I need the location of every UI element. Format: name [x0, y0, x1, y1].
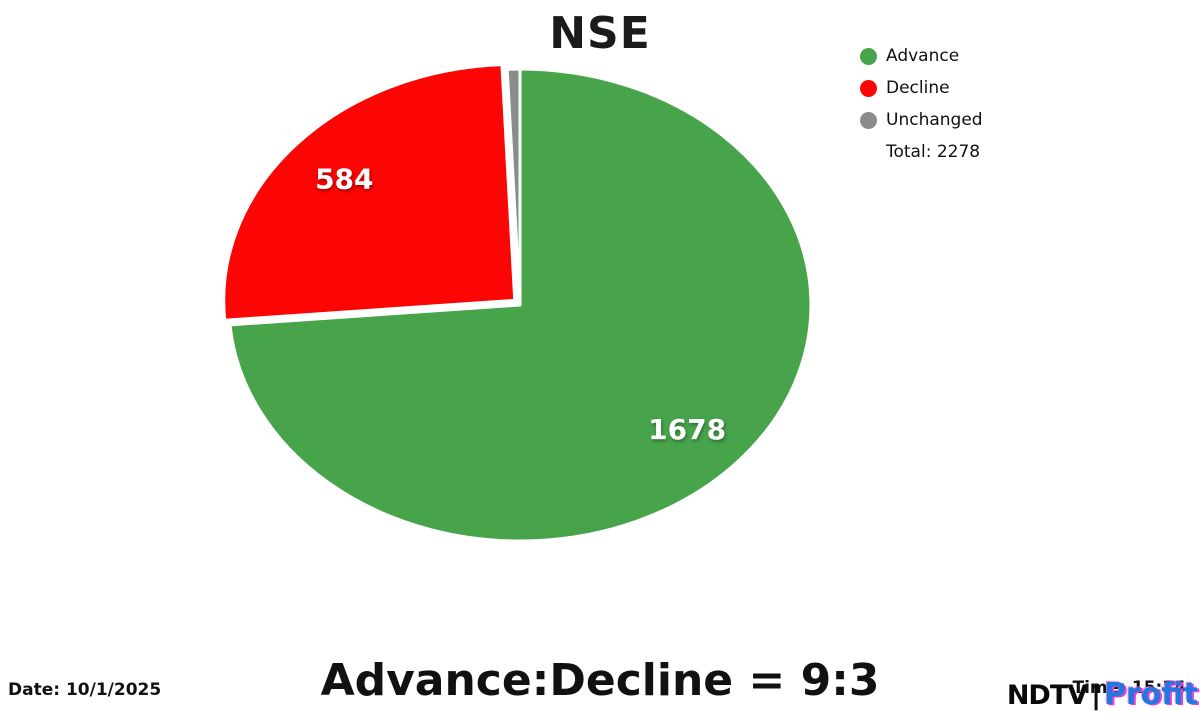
legend-swatch-unchanged-icon [860, 111, 877, 129]
time-label: Time: 15:34 [1072, 678, 1187, 698]
legend-label-unchanged: Unchanged [886, 110, 983, 130]
legend-swatch-advance-icon [860, 47, 877, 65]
legend-label-decline: Decline [886, 78, 950, 98]
legend-swatch-decline-icon [860, 79, 877, 97]
legend-label-advance: Advance [886, 46, 960, 66]
advance-decline-ratio: Advance:Decline = 9:3 [320, 655, 880, 706]
legend: Advance Decline Unchanged Total: 2278 [860, 40, 983, 168]
legend-total-label: Total: 2278 [886, 142, 981, 162]
pie-value-decline: 584 [315, 162, 373, 195]
ndtv-wordmark: NDTV [1006, 680, 1088, 711]
logo-separator: | [1091, 680, 1102, 711]
ndtv-profit-logo: NDTV | Profit [1007, 677, 1198, 712]
legend-item-decline: Decline [860, 72, 983, 104]
date-label: Date: 10/1/2025 [8, 680, 162, 700]
legend-item-unchanged: Unchanged [860, 104, 983, 136]
pie-wedge-decline [222, 63, 517, 322]
legend-item-total: Total: 2278 [860, 136, 983, 168]
pie-value-advance: 1678 [648, 413, 726, 446]
profit-wordmark: Profit [1104, 677, 1198, 712]
chart-title: NSE [549, 8, 651, 59]
legend-item-advance: Advance [860, 40, 983, 72]
legend-total-spacer [860, 144, 877, 161]
pie-wedge-unchanged [505, 67, 522, 307]
